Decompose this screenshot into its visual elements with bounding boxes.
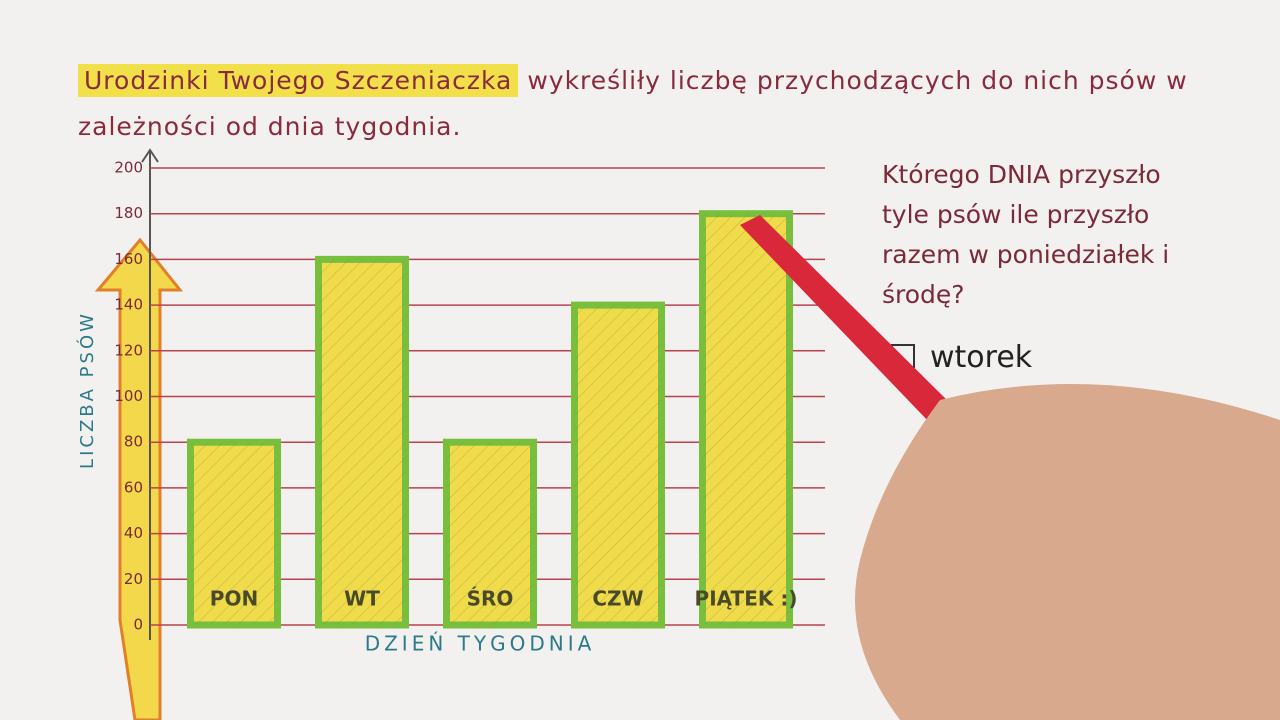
y-axis-arrow — [141, 148, 159, 163]
x-tick-label: PON — [210, 587, 258, 611]
y-tick-label: 180 — [114, 204, 143, 222]
y-tick-label: 60 — [124, 478, 143, 496]
y-axis-label: LICZBA PSÓW — [76, 311, 98, 469]
answer-option[interactable]: wtorek — [930, 340, 1033, 375]
bar-hatch — [702, 213, 790, 625]
bar-hatch — [446, 442, 534, 625]
y-tick-label: 160 — [114, 250, 143, 268]
y-tick-label: 200 — [114, 159, 143, 177]
y-tick-label: 100 — [114, 387, 143, 405]
bar-hatch — [318, 259, 406, 625]
question: Którego DNIA przyszło tyle psów ile przy… — [882, 160, 1170, 309]
bar-hatch — [574, 305, 662, 625]
x-tick-label: ŚRO — [467, 587, 514, 611]
y-tick-label: 40 — [124, 524, 143, 542]
title-highlight: Urodzinki Twojego Szczeniaczka — [78, 64, 519, 97]
x-tick-label: CZW — [592, 587, 643, 611]
y-tick-label: 80 — [124, 433, 143, 451]
y-tick-label: 20 — [124, 570, 143, 588]
x-tick-label: WT — [344, 587, 380, 611]
bar-hatch — [190, 442, 278, 625]
decor-arrow — [94, 237, 184, 720]
x-tick-label: PIĄTEK :) — [695, 587, 798, 611]
y-tick-label: 140 — [114, 296, 143, 314]
hand — [855, 384, 1280, 720]
x-axis-label: DZIEŃ TYGODNIA — [365, 632, 596, 656]
plot: 0 20 40 60 80 100 120 140 160 180 200 PON WT ŚRO CZW PI… — [114, 159, 825, 634]
y-tick-label: 0 — [133, 616, 143, 634]
y-tick-label: 120 — [114, 341, 143, 359]
title: Urodzinki Twojego Szczeniaczka wykreślił… — [78, 58, 1198, 150]
title-text: wykreśliły liczbę przychodzących do nich… — [78, 66, 1188, 141]
